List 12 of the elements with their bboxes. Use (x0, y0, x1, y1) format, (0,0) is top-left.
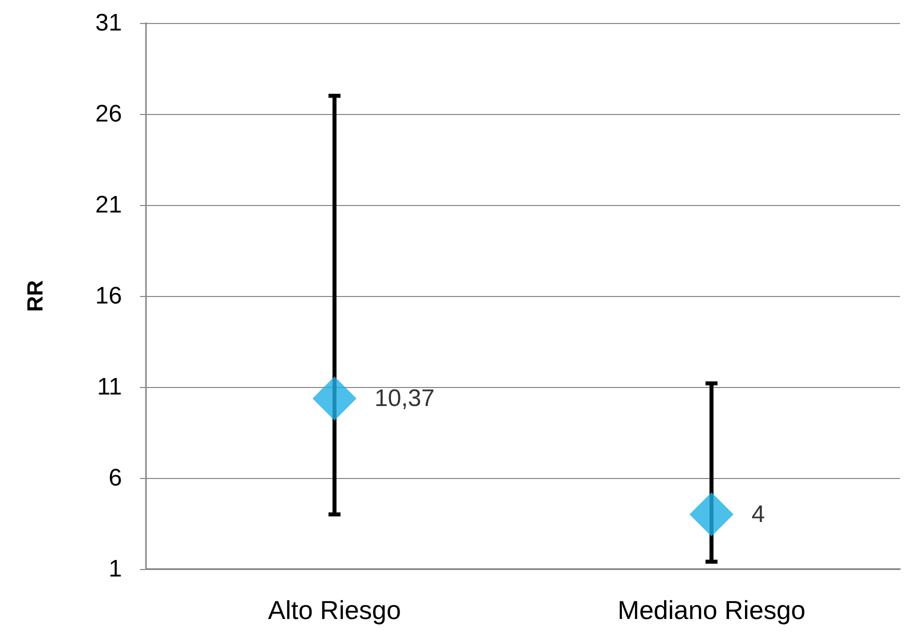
data-label: 10,37 (374, 384, 435, 412)
y-tick-label: 31 (95, 10, 122, 36)
x-tick-label: Alto Riesgo (268, 595, 401, 625)
y-tick-label: 1 (108, 556, 122, 582)
data-label: 4 (752, 500, 765, 528)
y-tick-label: 11 (97, 374, 122, 400)
y-tick-label: 16 (95, 282, 122, 310)
y-tick-label: 6 (108, 464, 122, 492)
y-axis-title: RR (22, 280, 48, 312)
y-tick-label: 26 (95, 100, 122, 128)
y-tick-label: 21 (95, 192, 122, 218)
x-tick-label: Mediano Riesgo (618, 595, 806, 625)
